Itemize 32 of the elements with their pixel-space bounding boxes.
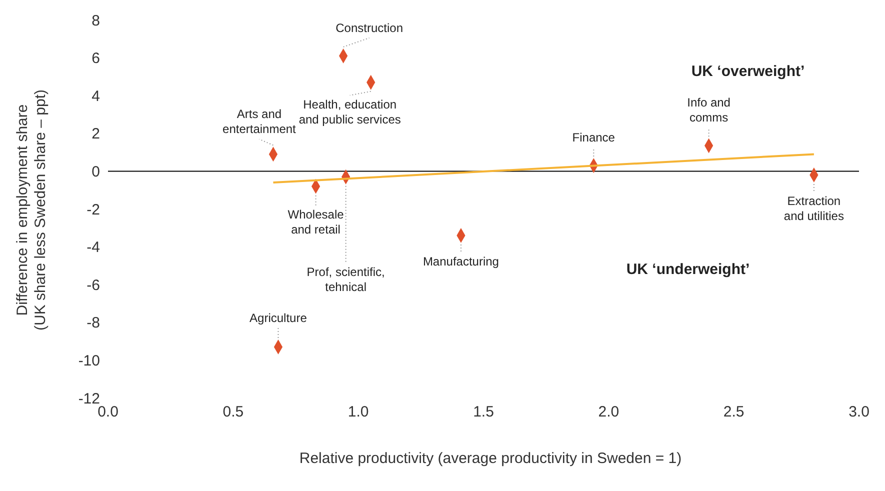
annotation: Arts and entertainment (222, 107, 297, 136)
y-tick-label: -4 (86, 239, 100, 256)
annotation: Agriculture (250, 310, 308, 325)
x-tick-label: 1.5 (473, 404, 494, 421)
annotation: Manufacturing (422, 254, 499, 268)
x-tick-label: 1.0 (348, 404, 369, 421)
annotation: Construction (336, 20, 403, 35)
annotation: Wholesale and retail (288, 207, 344, 236)
annotation: Extraction and utilities (784, 194, 844, 223)
x-tick-label: 0.5 (222, 404, 244, 421)
annotation: Health, education and public services (298, 97, 401, 126)
y-tick-label: -2 (86, 201, 100, 218)
x-tick-label: 2.5 (723, 404, 744, 421)
annotation: Finance (572, 130, 616, 145)
y-tick-label: 6 (92, 50, 100, 68)
annotation: Info and comms (687, 96, 730, 125)
x-tick-label: 2.0 (598, 404, 620, 421)
y-tick-label: -12 (78, 390, 100, 408)
y-tick-label: 2 (92, 126, 100, 143)
y-axis-title: Difference in employment share (UK share less Sweden share – ppt) (14, 90, 50, 330)
y-tick-label: 8 (92, 12, 100, 30)
y-tick-label: -8 (86, 314, 100, 332)
y-tick-label: 4 (92, 88, 100, 105)
y-tick-label: 0 (92, 164, 100, 181)
y-tick-label: -10 (78, 352, 100, 370)
annotation: UK ‘overweight’ (691, 63, 805, 80)
annotation: Prof, scientific, tehnical (306, 264, 385, 294)
x-tick-label: 3.0 (848, 404, 870, 421)
x-axis-title: Relative productivity (average productivity in Sweden = 1) (298, 450, 683, 467)
x-tick-label: 0.0 (98, 404, 118, 421)
annotation: UK ‘underweight’ (626, 261, 750, 278)
y-tick-label: -6 (86, 276, 100, 294)
